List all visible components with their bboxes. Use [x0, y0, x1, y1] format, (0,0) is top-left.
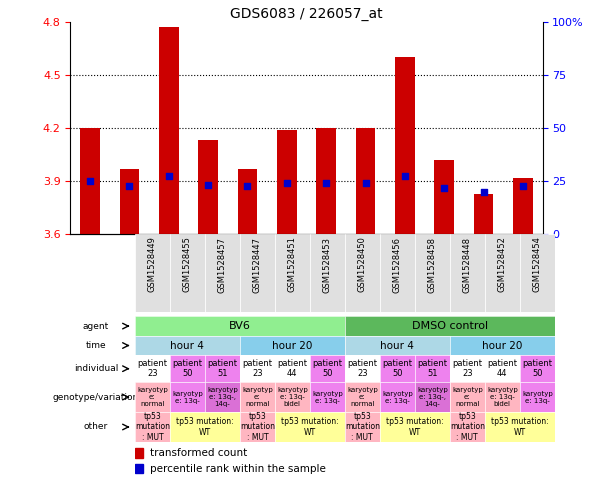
- Text: hour 20: hour 20: [482, 341, 522, 351]
- Point: [479, 188, 489, 196]
- Text: tp53
mutation
: MUT: tp53 mutation : MUT: [450, 412, 485, 442]
- Text: karyotyp
e: 13q-
bidel: karyotyp e: 13q- bidel: [487, 387, 517, 407]
- Bar: [170, 234, 205, 312]
- Text: transformed count: transformed count: [150, 448, 247, 458]
- Text: karyotyp
e:
normal: karyotyp e: normal: [137, 387, 168, 407]
- Bar: [435, 160, 454, 234]
- Text: patient
23: patient 23: [452, 359, 482, 378]
- Bar: [199, 141, 218, 234]
- Bar: [415, 234, 450, 312]
- Text: GSM1528451: GSM1528451: [288, 237, 297, 292]
- Text: patient
50: patient 50: [383, 359, 413, 378]
- Point: [243, 183, 253, 190]
- Bar: [345, 234, 380, 312]
- Bar: [159, 27, 178, 234]
- Point: [204, 181, 213, 188]
- Text: karyotyp
e: 13q-: karyotyp e: 13q-: [522, 391, 553, 404]
- Text: patient
44: patient 44: [277, 359, 307, 378]
- Point: [321, 179, 331, 187]
- Text: karyotyp
e:
normal: karyotyp e: normal: [452, 387, 482, 407]
- Text: karyotyp
e:
normal: karyotyp e: normal: [347, 387, 378, 407]
- Text: GSM1528455: GSM1528455: [183, 237, 192, 292]
- Point: [282, 179, 292, 187]
- Text: karyotyp
e: 13q-: karyotyp e: 13q-: [172, 391, 203, 404]
- Point: [85, 177, 95, 185]
- Text: patient
51: patient 51: [207, 359, 237, 378]
- Text: GSM1528450: GSM1528450: [358, 237, 367, 292]
- Title: GDS6083 / 226057_at: GDS6083 / 226057_at: [230, 7, 383, 21]
- Bar: [240, 234, 275, 312]
- Text: karyotyp
e: 13q-: karyotyp e: 13q-: [312, 391, 343, 404]
- Text: patient
50: patient 50: [172, 359, 202, 378]
- Point: [360, 179, 370, 187]
- Text: GSM1528447: GSM1528447: [253, 237, 262, 293]
- Text: patient
23: patient 23: [242, 359, 272, 378]
- Bar: [135, 234, 170, 312]
- Bar: [485, 234, 520, 312]
- Text: patient
50: patient 50: [312, 359, 342, 378]
- Text: patient
50: patient 50: [522, 359, 552, 378]
- Text: karyotyp
e: 13q-,
14q-: karyotyp e: 13q-, 14q-: [417, 387, 447, 407]
- Text: patient
51: patient 51: [417, 359, 447, 378]
- Bar: [474, 194, 493, 234]
- Bar: [238, 169, 257, 234]
- Text: karyotyp
e: 13q-: karyotyp e: 13q-: [382, 391, 413, 404]
- Text: GSM1528452: GSM1528452: [498, 237, 507, 292]
- Point: [440, 185, 449, 192]
- Bar: [205, 234, 240, 312]
- Text: genotype/variation: genotype/variation: [53, 393, 139, 401]
- Bar: [275, 234, 310, 312]
- Text: tp53
mutation
: MUT: tp53 mutation : MUT: [240, 412, 275, 442]
- Text: GSM1528454: GSM1528454: [533, 237, 542, 292]
- Text: GSM1528458: GSM1528458: [428, 237, 437, 293]
- Text: tp53 mutation:
WT: tp53 mutation: WT: [176, 417, 234, 437]
- Text: other: other: [84, 423, 109, 431]
- Text: karyotyp
e:
normal: karyotyp e: normal: [242, 387, 273, 407]
- Text: GSM1528448: GSM1528448: [463, 237, 472, 293]
- Text: tp53 mutation:
WT: tp53 mutation: WT: [491, 417, 549, 437]
- Bar: [277, 130, 297, 234]
- Bar: [395, 57, 414, 234]
- Text: GSM1528457: GSM1528457: [218, 237, 227, 293]
- Text: time: time: [86, 341, 107, 350]
- Bar: [120, 169, 139, 234]
- Text: agent: agent: [83, 322, 109, 330]
- Bar: [520, 234, 555, 312]
- Text: hour 4: hour 4: [170, 341, 204, 351]
- Text: percentile rank within the sample: percentile rank within the sample: [150, 464, 326, 474]
- Point: [164, 172, 173, 180]
- Text: BV6: BV6: [229, 321, 251, 331]
- Bar: [135, 448, 143, 457]
- Point: [124, 183, 134, 190]
- Text: GSM1528449: GSM1528449: [148, 237, 157, 292]
- Text: hour 4: hour 4: [380, 341, 414, 351]
- Text: GSM1528456: GSM1528456: [393, 237, 402, 293]
- Text: karyotyp
e: 13q-
bidel: karyotyp e: 13q- bidel: [277, 387, 308, 407]
- Bar: [450, 234, 485, 312]
- Text: hour 20: hour 20: [272, 341, 313, 351]
- Text: patient
44: patient 44: [487, 359, 517, 378]
- Text: karyotyp
e: 13q-,
14q-: karyotyp e: 13q-, 14q-: [207, 387, 238, 407]
- Text: tp53
mutation
: MUT: tp53 mutation : MUT: [135, 412, 170, 442]
- Text: tp53 mutation:
WT: tp53 mutation: WT: [281, 417, 338, 437]
- Bar: [380, 234, 415, 312]
- Bar: [135, 464, 143, 473]
- Bar: [80, 128, 100, 234]
- Text: tp53 mutation:
WT: tp53 mutation: WT: [386, 417, 444, 437]
- Text: patient
23: patient 23: [137, 359, 167, 378]
- Point: [518, 183, 528, 190]
- Text: tp53
mutation
: MUT: tp53 mutation : MUT: [345, 412, 380, 442]
- Bar: [316, 128, 336, 234]
- Text: DMSO control: DMSO control: [412, 321, 488, 331]
- Bar: [310, 234, 345, 312]
- Bar: [356, 128, 375, 234]
- Text: patient
23: patient 23: [348, 359, 378, 378]
- Text: GSM1528453: GSM1528453: [323, 237, 332, 293]
- Text: individual: individual: [74, 364, 118, 373]
- Bar: [513, 178, 533, 234]
- Point: [400, 172, 409, 180]
